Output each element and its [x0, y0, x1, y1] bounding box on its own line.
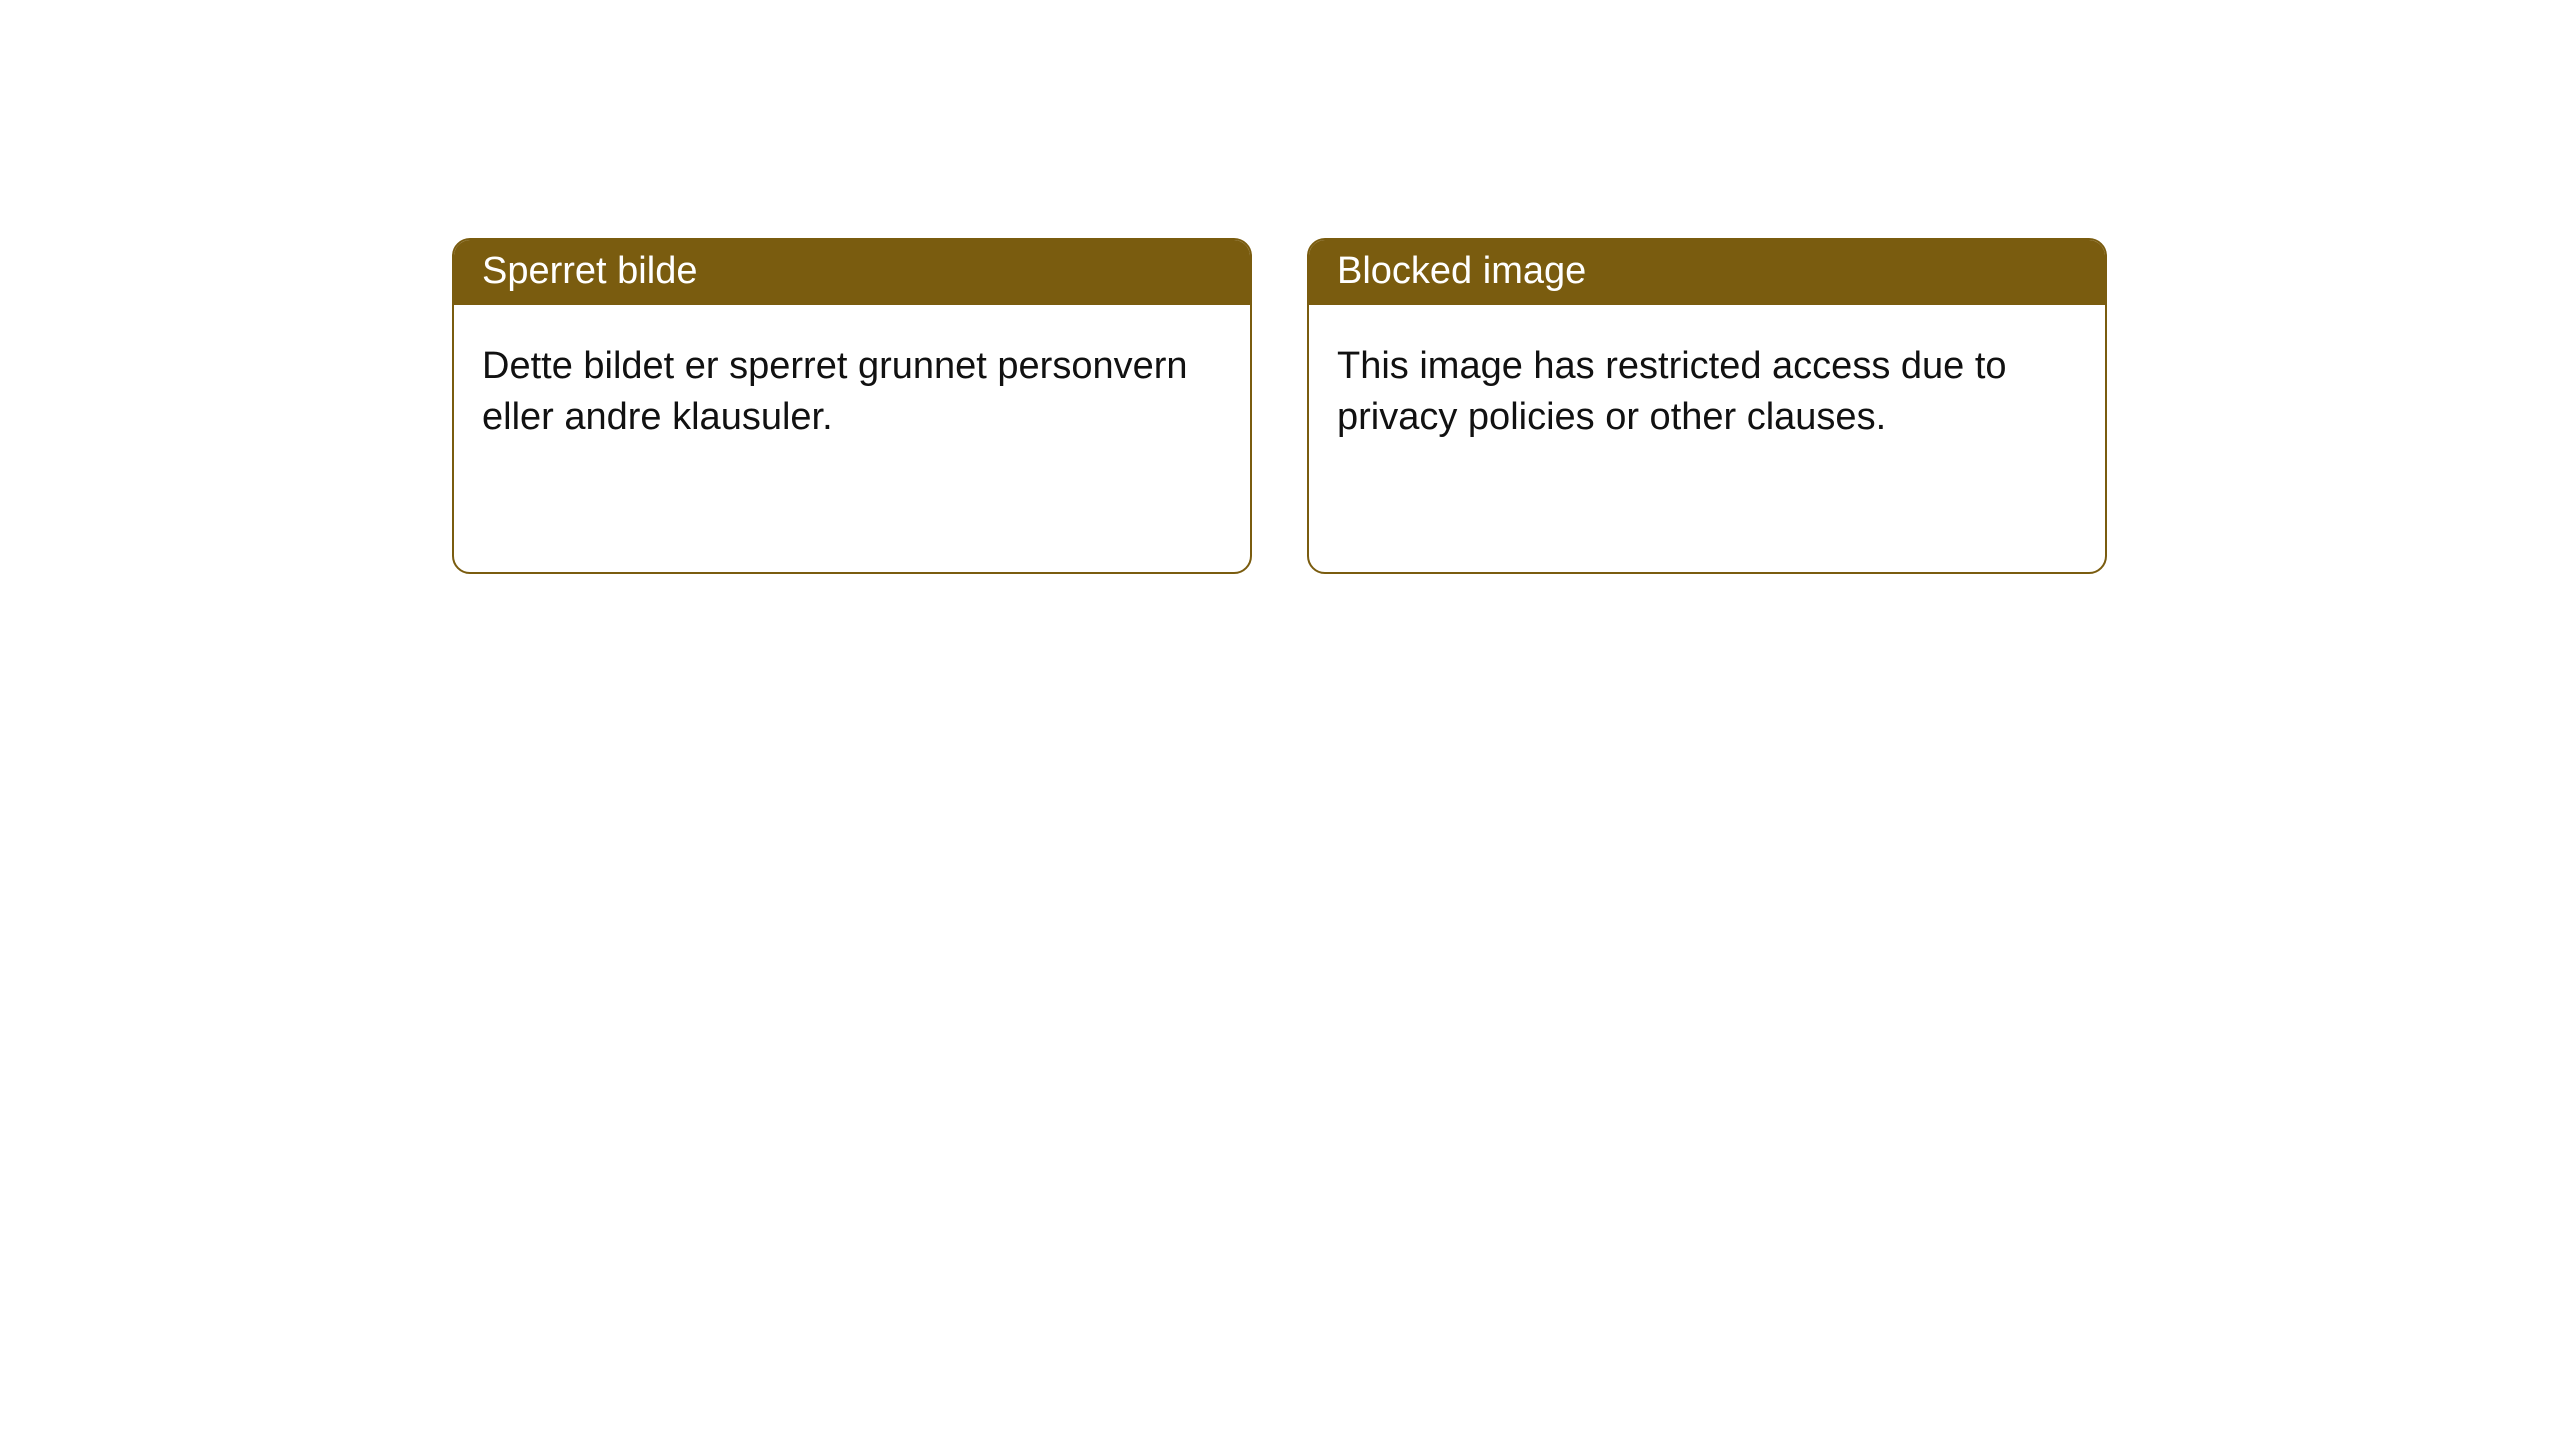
notice-header-en: Blocked image: [1309, 240, 2105, 305]
notice-header-no: Sperret bilde: [454, 240, 1250, 305]
notice-body-en: This image has restricted access due to …: [1309, 305, 2105, 480]
notice-text-en: This image has restricted access due to …: [1337, 345, 2007, 438]
notice-card-no: Sperret bilde Dette bildet er sperret gr…: [452, 238, 1252, 574]
notice-card-en: Blocked image This image has restricted …: [1307, 238, 2107, 574]
notice-title-no: Sperret bilde: [482, 250, 697, 292]
notice-title-en: Blocked image: [1337, 250, 1586, 292]
notice-body-no: Dette bildet er sperret grunnet personve…: [454, 305, 1250, 480]
notice-container: Sperret bilde Dette bildet er sperret gr…: [452, 238, 2107, 574]
notice-text-no: Dette bildet er sperret grunnet personve…: [482, 345, 1188, 438]
